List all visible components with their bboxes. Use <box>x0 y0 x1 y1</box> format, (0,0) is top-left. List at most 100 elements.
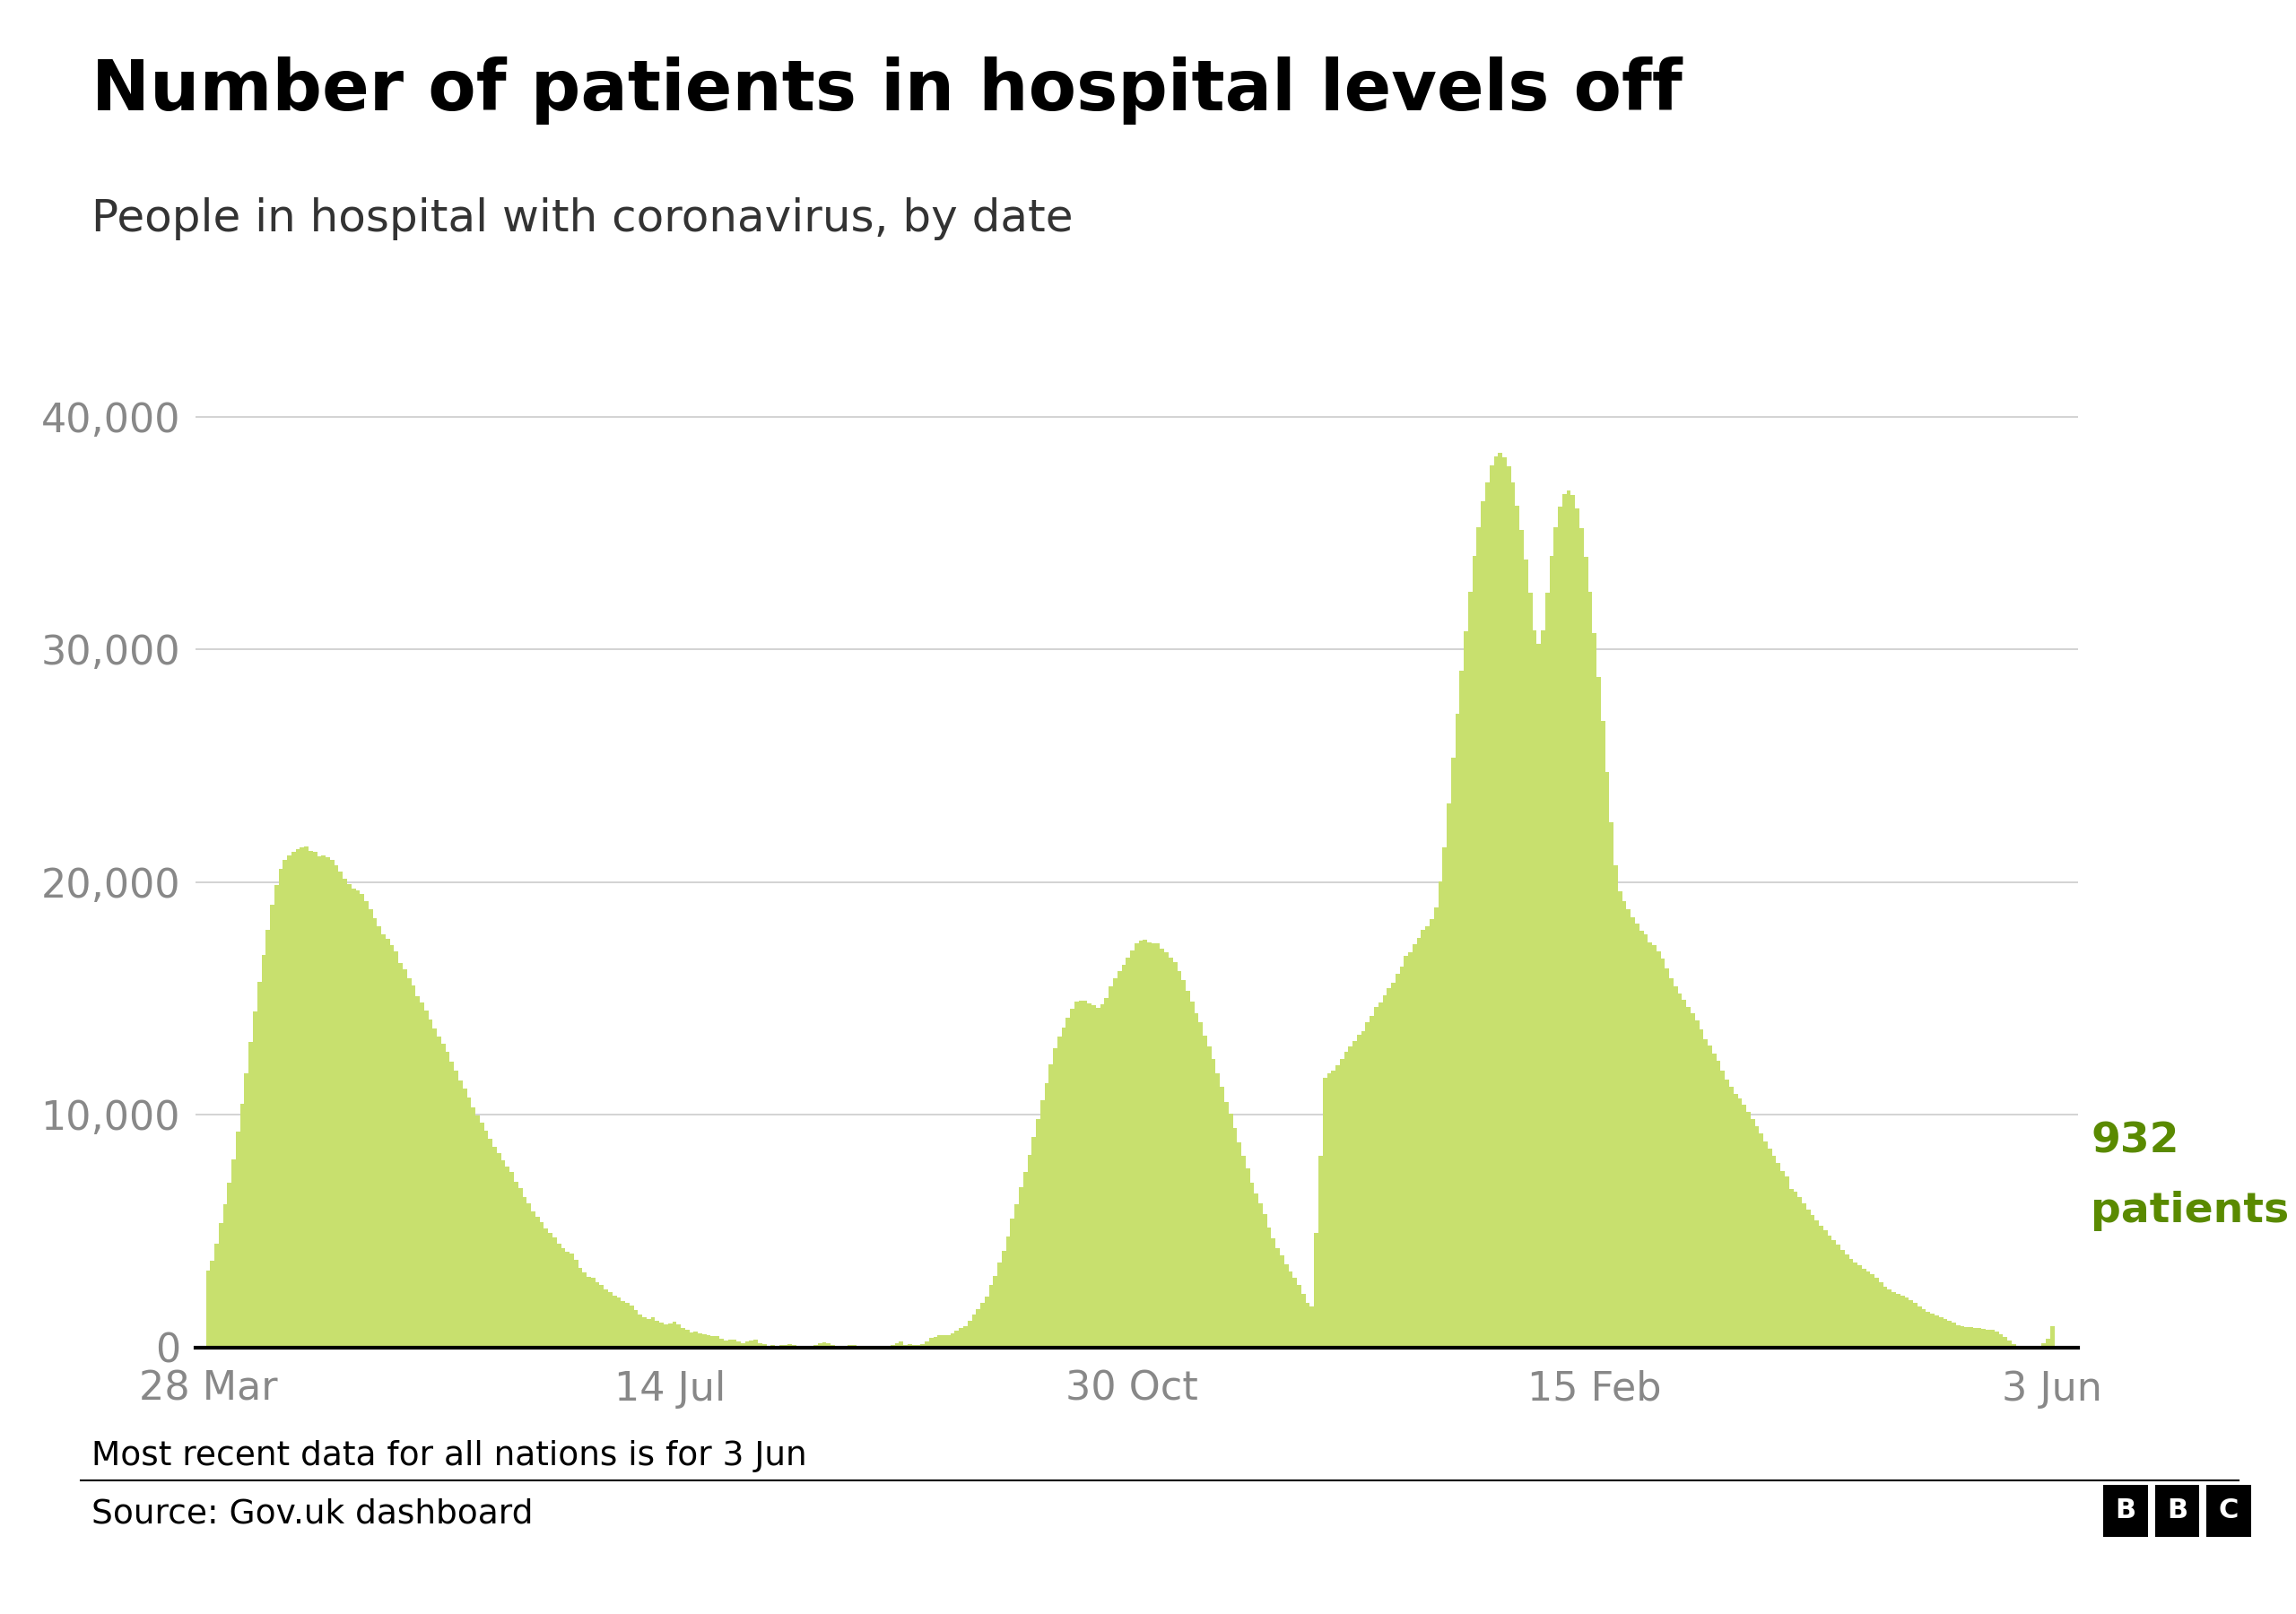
Bar <box>2050 1327 2055 1348</box>
Text: People in hospital with coronavirus, by date: People in hospital with coronavirus, by … <box>92 197 1075 240</box>
Bar <box>266 930 271 1348</box>
Bar <box>1713 1054 1717 1348</box>
Bar <box>553 1238 556 1348</box>
Bar <box>813 1344 817 1348</box>
Bar <box>1952 1323 1956 1348</box>
Bar <box>1614 865 1619 1348</box>
Bar <box>253 1012 257 1348</box>
Bar <box>762 1344 767 1348</box>
Bar <box>684 1330 689 1348</box>
Bar <box>501 1160 505 1348</box>
Bar <box>331 860 335 1348</box>
Bar <box>792 1344 797 1348</box>
Bar <box>1525 560 1529 1348</box>
Bar <box>1104 997 1109 1348</box>
Bar <box>1575 508 1580 1348</box>
Bar <box>891 1344 895 1348</box>
Bar <box>1263 1214 1267 1348</box>
Text: Most recent data for all nations is for 3 Jun: Most recent data for all nations is for … <box>92 1440 808 1472</box>
Bar <box>689 1332 693 1348</box>
Bar <box>960 1328 964 1348</box>
Bar <box>682 1328 684 1348</box>
Bar <box>296 849 301 1348</box>
Bar <box>480 1123 484 1348</box>
Bar <box>1015 1204 1019 1348</box>
Bar <box>1079 1001 1084 1348</box>
Bar <box>1031 1136 1035 1348</box>
Bar <box>1421 930 1426 1348</box>
Bar <box>599 1285 604 1348</box>
Bar <box>1194 1014 1199 1348</box>
Bar <box>1600 721 1605 1348</box>
Bar <box>1644 935 1649 1348</box>
Bar <box>1917 1306 1922 1348</box>
Bar <box>1100 1004 1104 1348</box>
Bar <box>1704 1039 1708 1348</box>
Bar <box>1570 495 1575 1348</box>
Bar <box>1212 1059 1215 1348</box>
Bar <box>1277 1248 1279 1348</box>
Bar <box>1977 1328 1981 1348</box>
Bar <box>459 1081 461 1348</box>
Bar <box>1626 910 1630 1348</box>
Bar <box>1837 1244 1841 1348</box>
Bar <box>510 1172 514 1348</box>
Bar <box>1058 1036 1061 1348</box>
Bar <box>654 1320 659 1348</box>
Bar <box>1754 1127 1759 1348</box>
Bar <box>1134 944 1139 1348</box>
Bar <box>1807 1209 1812 1348</box>
Bar <box>872 1346 877 1348</box>
Bar <box>1366 1023 1371 1348</box>
Bar <box>436 1036 441 1348</box>
Bar <box>744 1341 748 1348</box>
Bar <box>351 888 356 1348</box>
Bar <box>429 1020 432 1348</box>
Bar <box>907 1344 912 1348</box>
Bar <box>1784 1177 1789 1348</box>
Bar <box>1972 1328 1977 1348</box>
Bar <box>677 1325 682 1348</box>
Bar <box>921 1344 925 1348</box>
Bar <box>650 1317 654 1348</box>
Bar <box>1332 1070 1336 1348</box>
Bar <box>1596 676 1600 1348</box>
Bar <box>719 1340 723 1348</box>
Bar <box>1396 973 1401 1348</box>
Bar <box>1529 592 1531 1348</box>
Bar <box>381 935 386 1348</box>
Bar <box>817 1343 822 1348</box>
Bar <box>519 1188 523 1348</box>
Bar <box>1818 1225 1823 1348</box>
Bar <box>1665 968 1669 1348</box>
Bar <box>902 1344 907 1348</box>
Bar <box>783 1344 788 1348</box>
Bar <box>1010 1219 1015 1348</box>
Bar <box>1981 1328 1986 1348</box>
Bar <box>1995 1332 2000 1348</box>
Bar <box>1153 944 1155 1348</box>
Bar <box>1155 944 1159 1348</box>
Bar <box>1747 1112 1750 1348</box>
Bar <box>1215 1073 1219 1348</box>
Bar <box>1407 952 1412 1348</box>
Bar <box>574 1259 579 1348</box>
Bar <box>1653 946 1655 1348</box>
Bar <box>1720 1070 1724 1348</box>
Bar <box>647 1319 650 1348</box>
Bar <box>445 1052 450 1348</box>
Bar <box>1203 1036 1208 1348</box>
Bar <box>1242 1156 1247 1348</box>
Bar <box>335 865 338 1348</box>
Bar <box>377 926 381 1348</box>
Bar <box>2041 1343 2046 1348</box>
Bar <box>1630 917 1635 1348</box>
Bar <box>356 891 360 1348</box>
Bar <box>900 1341 902 1348</box>
Bar <box>1871 1273 1874 1348</box>
Bar <box>1169 957 1173 1348</box>
Bar <box>1520 529 1525 1348</box>
Bar <box>1139 941 1143 1348</box>
Bar <box>1254 1193 1258 1348</box>
Bar <box>1293 1278 1297 1348</box>
